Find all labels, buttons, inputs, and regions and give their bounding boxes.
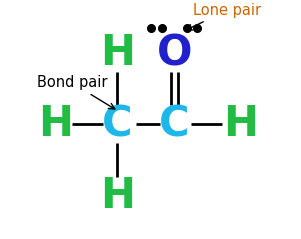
Text: C: C (159, 103, 190, 145)
Text: O: O (157, 32, 192, 74)
Text: Lone pair: Lone pair (186, 3, 261, 30)
Text: C: C (102, 103, 132, 145)
Text: Bond pair: Bond pair (36, 75, 115, 109)
Text: H: H (100, 32, 135, 74)
Text: H: H (223, 103, 258, 145)
Text: H: H (38, 103, 73, 145)
Text: H: H (100, 174, 135, 217)
